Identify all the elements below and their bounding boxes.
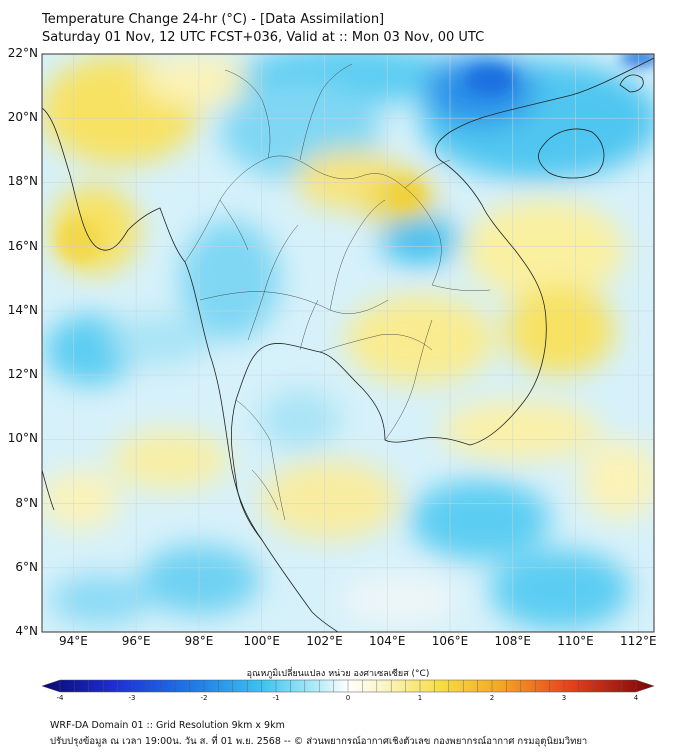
- colorbar-tick: 0: [345, 694, 351, 702]
- lat-label: 20°N: [7, 110, 38, 125]
- lat-label: 4°N: [15, 624, 38, 638]
- colorbar-tick: 3: [561, 694, 567, 702]
- footer-model-info: WRF-DA Domain 01 :: Grid Resolution 9km …: [50, 720, 285, 731]
- lon-label: 102°E: [306, 634, 343, 648]
- lat-label: 6°N: [15, 559, 38, 574]
- lat-label: 18°N: [7, 174, 38, 189]
- colorbar: [41, 679, 655, 693]
- coastlines: [42, 57, 654, 632]
- colorbar-tick: -4: [56, 694, 64, 702]
- lat-label: 14°N: [7, 302, 38, 317]
- lon-label: 98°E: [184, 634, 214, 648]
- lon-label: 94°E: [58, 634, 88, 648]
- field-layer: [42, 54, 654, 632]
- colorbar-label: อุณหภูมิเปลี่ยนแปลง หน่วย องศาเซลเซียส (…: [246, 669, 430, 679]
- colorbar-tick: 1: [417, 694, 423, 702]
- lat-label: 22°N: [7, 46, 38, 60]
- lon-label: 110°E: [557, 634, 594, 648]
- lon-label: 108°E: [494, 634, 532, 648]
- lat-label: 12°N: [7, 367, 38, 382]
- footer-credit: ปรับปรุงข้อมูล ณ เวลา 19:00น. วัน ส. ที่…: [50, 736, 588, 747]
- chart-title: Temperature Change 24-hr (°C) - [Data As…: [42, 12, 385, 27]
- colorbar-tick: -3: [128, 694, 136, 702]
- lat-label: 16°N: [7, 238, 38, 253]
- colorbar-tick: -1: [272, 694, 280, 702]
- colorbar-tick: -2: [200, 694, 208, 702]
- plot-frame: [41, 53, 655, 633]
- lon-label: 104°E: [368, 634, 406, 648]
- colorbar-tick: 4: [633, 694, 639, 702]
- province-borders: [184, 63, 491, 521]
- lat-label: 8°N: [15, 495, 38, 510]
- lon-label: 100°E: [243, 634, 280, 648]
- colorbar-tick: 2: [489, 694, 495, 702]
- lon-label: 112°E: [620, 634, 657, 648]
- chart-subtitle: Saturday 01 Nov, 12 UTC FCST+036, Valid …: [42, 30, 485, 45]
- lat-label: 10°N: [7, 431, 38, 446]
- lon-label: 106°E: [431, 634, 469, 648]
- lon-label: 96°E: [121, 634, 151, 648]
